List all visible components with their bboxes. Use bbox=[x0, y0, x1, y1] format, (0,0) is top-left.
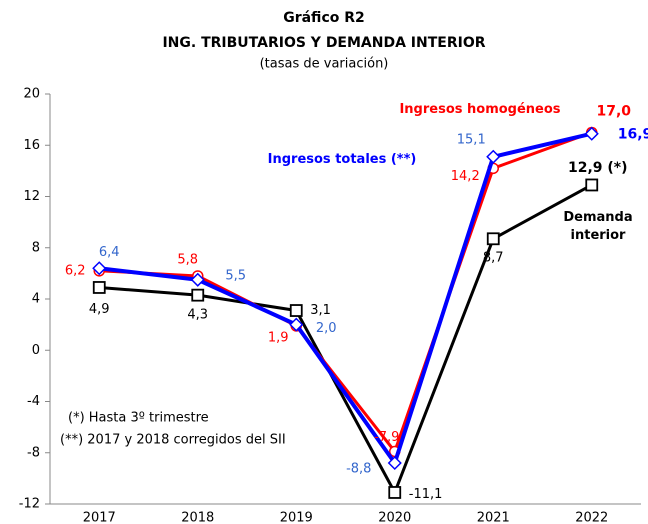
series-line bbox=[99, 183, 593, 494]
data-label: 14,2 bbox=[451, 169, 480, 184]
data-label: 12,9 (*) bbox=[568, 160, 628, 176]
annotation: (**) 2017 y 2018 corregidos del SII bbox=[60, 433, 286, 448]
data-label: 15,1 bbox=[457, 132, 486, 147]
data-label: 17,0 bbox=[596, 103, 631, 119]
chart-subtitle: ING. TRIBUTARIOS Y DEMANDA INTERIOR bbox=[162, 35, 485, 51]
y-tick-label: 0 bbox=[32, 343, 40, 358]
series-line bbox=[99, 131, 593, 465]
y-tick-label: -8 bbox=[27, 445, 40, 460]
data-label: 3,1 bbox=[310, 303, 331, 318]
series-label: Demanda interior bbox=[563, 210, 633, 243]
y-tick-label: 20 bbox=[23, 87, 40, 102]
marker bbox=[289, 317, 304, 332]
series-line bbox=[99, 131, 593, 453]
x-tick-label: 2018 bbox=[181, 511, 214, 524]
data-label: 8,7 bbox=[483, 250, 504, 265]
y-axis-label: (tasas de variación) bbox=[260, 57, 389, 72]
data-label: 5,5 bbox=[225, 268, 246, 283]
y-tick-label: -12 bbox=[19, 497, 40, 512]
marker bbox=[190, 272, 205, 287]
x-tick-label: 2019 bbox=[280, 511, 313, 524]
x-tick-label: 2021 bbox=[477, 511, 510, 524]
data-label: 16,9 bbox=[618, 127, 648, 143]
x-tick-label: 2020 bbox=[378, 511, 411, 524]
y-tick-label: 12 bbox=[23, 189, 40, 204]
marker bbox=[191, 288, 205, 302]
data-label: -8,8 bbox=[346, 462, 371, 477]
y-tick-label: 4 bbox=[32, 292, 40, 307]
marker bbox=[585, 178, 599, 192]
chart-title: Gráfico R2 bbox=[283, 10, 365, 26]
data-label: 6,4 bbox=[99, 245, 120, 260]
marker bbox=[388, 486, 402, 499]
series-label: Ingresos totales (**) bbox=[267, 152, 417, 167]
annotation: (*) Hasta 3º trimestre bbox=[68, 411, 209, 426]
y-tick-label: 16 bbox=[23, 138, 40, 153]
y-tick-label: -4 bbox=[27, 394, 40, 409]
x-tick-label: 2017 bbox=[83, 511, 116, 524]
marker bbox=[486, 149, 501, 164]
data-label: 5,8 bbox=[177, 252, 198, 267]
marker bbox=[92, 281, 106, 294]
series-label: Ingresos homogéneos bbox=[399, 102, 561, 117]
data-label: -11,1 bbox=[409, 487, 443, 502]
marker bbox=[289, 304, 303, 317]
data-label: 2,0 bbox=[316, 321, 337, 336]
marker bbox=[92, 261, 107, 276]
data-label: 4,3 bbox=[187, 308, 208, 323]
marker bbox=[486, 232, 500, 246]
data-label: 6,2 bbox=[65, 263, 86, 278]
data-label: -7,9 bbox=[374, 430, 399, 445]
data-label: 1,9 bbox=[268, 330, 289, 345]
x-tick-label: 2022 bbox=[575, 511, 608, 524]
data-label: 4,9 bbox=[89, 302, 110, 317]
marker bbox=[584, 126, 599, 141]
y-tick-label: 8 bbox=[32, 240, 40, 255]
marker bbox=[387, 455, 402, 471]
